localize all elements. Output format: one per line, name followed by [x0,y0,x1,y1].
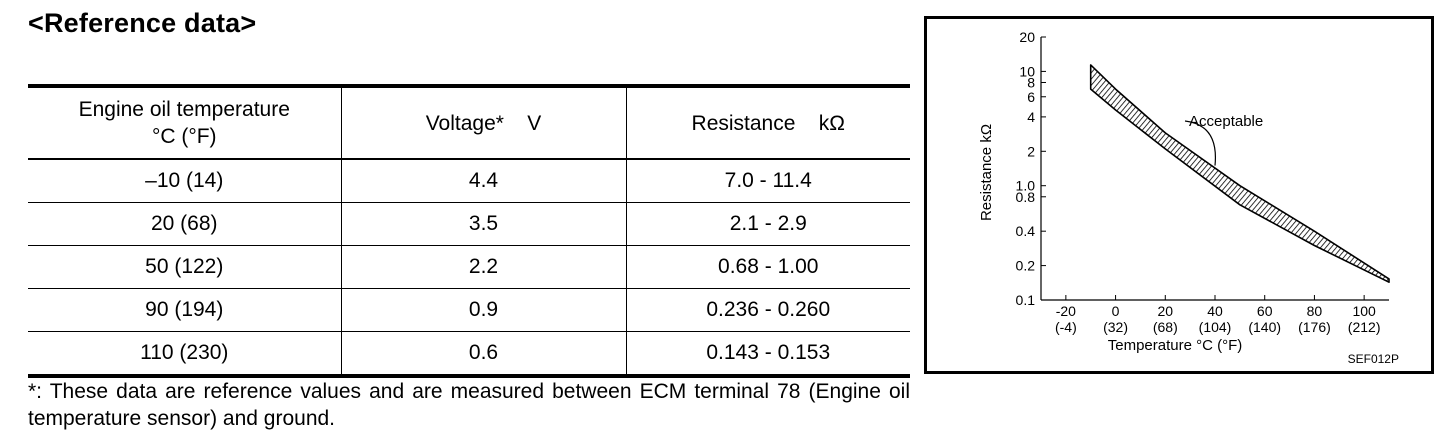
resistance-chart-panel: 20 10 8 6 4 2 1.0 0.8 0.4 0.2 0.1 -20 (-4) 0 (32) 20 (68… [924,16,1434,374]
cell-voltage: 0.6 [341,331,627,378]
cell-temperature: 90 (194) [28,288,342,332]
y-axis-label: Resistance kΩ [978,124,995,221]
cell-resistance: 0.143 - 0.153 [626,331,910,378]
cell-voltage: 0.9 [341,288,627,332]
y-tick-label: 0.4 [1016,223,1036,239]
x-tick-sublabel: (140) [1248,319,1281,335]
header-voltage: Voltage* V [341,84,627,160]
resistance-chart: 201086421.00.80.40.20.1-20(-4)0(32)20(68… [978,29,1399,366]
reference-table: Engine oil temperature °C (°F) Voltage* … [28,84,910,378]
table-row: –10 (14) 4.4 7.0 - 11.4 [28,159,910,203]
y-tick-label: 0.2 [1016,258,1036,274]
table-row: 110 (230) 0.6 0.143 - 0.153 [28,331,910,378]
header-line: Resistance kΩ [691,111,845,135]
header-unit: °C (°F) [151,125,217,148]
x-axis-label: Temperature °C (°F) [1108,337,1243,354]
cell-resistance: 7.0 - 11.4 [626,159,910,203]
y-tick-label: 0.1 [1016,292,1036,308]
x-tick-sublabel: (68) [1153,319,1178,335]
table-row: 20 (68) 3.5 2.1 - 2.9 [28,202,910,246]
table-row: 90 (194) 0.9 0.236 - 0.260 [28,288,910,332]
figure-code-label: SEF012P [1348,352,1399,366]
y-tick-label: 4 [1027,109,1035,125]
y-tick-label: 20 [1019,29,1035,45]
header-line: Engine oil temperature [78,98,290,121]
x-tick-sublabel: (176) [1298,319,1331,335]
cell-temperature: 110 (230) [28,331,342,378]
y-tick-label: 10 [1019,63,1035,79]
x-tick-label: 80 [1307,303,1323,319]
y-tick-label: 0.8 [1016,189,1036,205]
y-tick-label: 8 [1027,74,1035,90]
annotation-leader-line [1184,120,1217,166]
y-tick-label: 6 [1027,89,1035,105]
cell-temperature: –10 (14) [28,159,342,203]
x-tick-label: 60 [1257,303,1273,319]
x-tick-label: 20 [1157,303,1173,319]
cell-resistance: 0.68 - 1.00 [626,245,910,289]
x-tick-label: 0 [1112,303,1120,319]
cell-resistance: 0.236 - 0.260 [626,288,910,332]
x-tick-sublabel: (-4) [1055,319,1077,335]
cell-resistance: 2.1 - 2.9 [626,202,910,246]
annotation-label: Acceptable [1189,113,1263,130]
x-tick-label: -20 [1056,303,1076,319]
y-tick-label: 2 [1027,143,1035,159]
x-tick-label: 40 [1207,303,1223,319]
cell-temperature: 50 (122) [28,245,342,289]
footnote: *: These data are reference values and a… [28,380,910,430]
acceptable-band [1089,64,1390,283]
table-header-row: Engine oil temperature °C (°F) Voltage* … [28,84,910,160]
cell-voltage: 2.2 [341,245,627,289]
cell-voltage: 3.5 [341,202,627,246]
x-tick-sublabel: (104) [1199,319,1232,335]
header-engine-oil-temperature: Engine oil temperature °C (°F) [28,84,342,160]
table-row: 50 (122) 2.2 0.68 - 1.00 [28,245,910,289]
cell-voltage: 4.4 [341,159,627,203]
reference-heading: <Reference data> [28,8,257,38]
header-resistance: Resistance kΩ [626,84,910,160]
x-tick-sublabel: (212) [1348,319,1381,335]
x-tick-sublabel: (32) [1103,319,1128,335]
y-tick-label: 1.0 [1016,178,1036,194]
x-tick-label: 100 [1352,303,1376,319]
header-line: Voltage* V [425,111,542,135]
cell-temperature: 20 (68) [28,202,342,246]
